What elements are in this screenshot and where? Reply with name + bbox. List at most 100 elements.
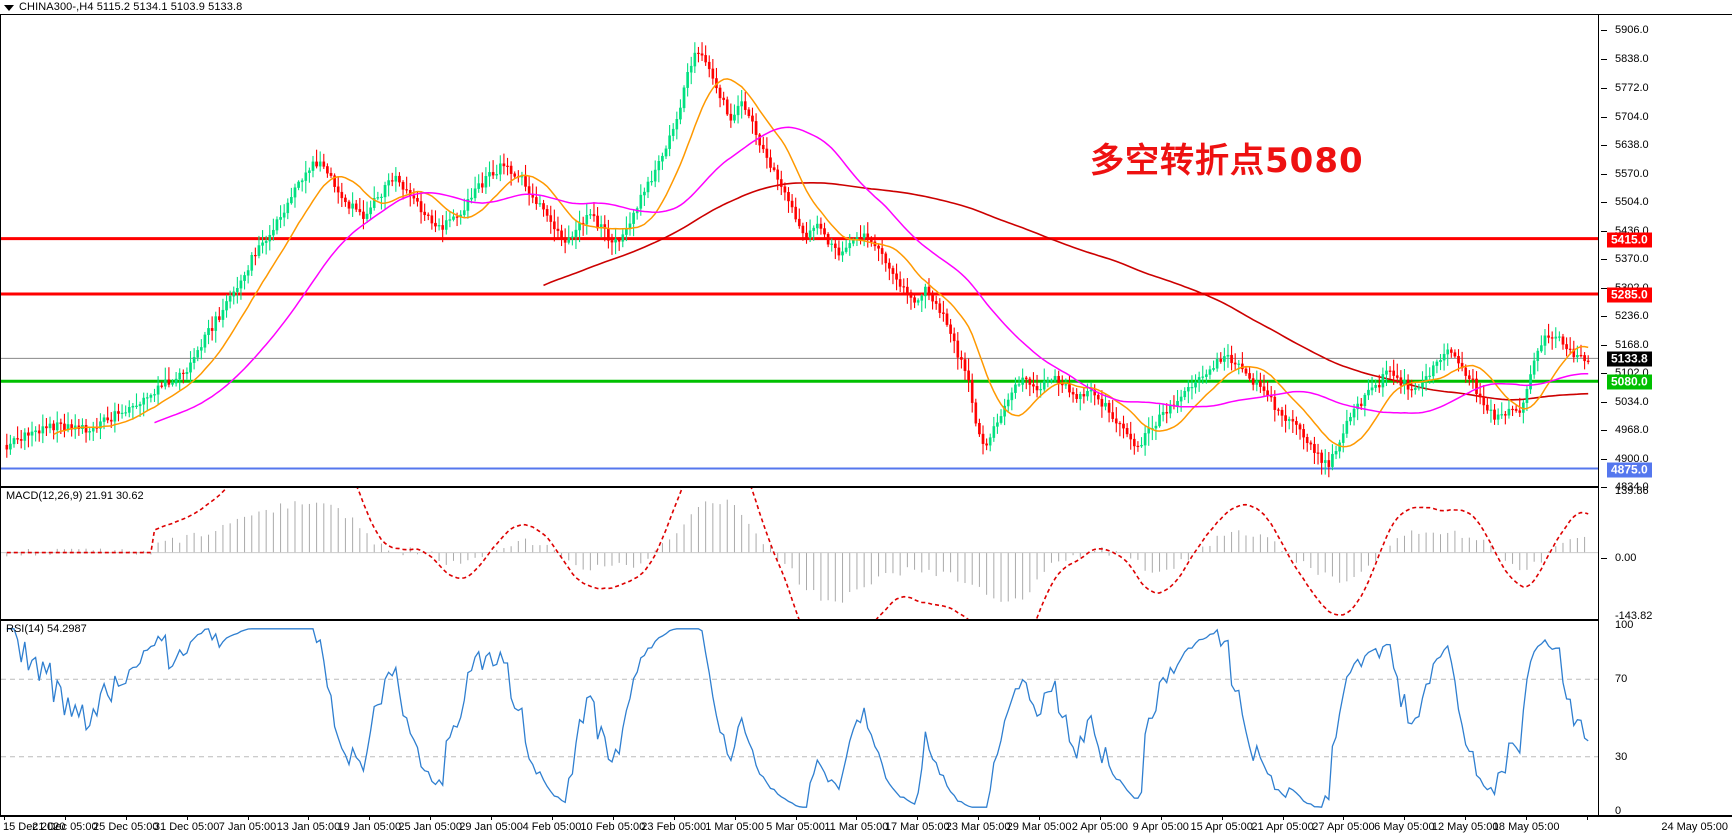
time-axis-tick [1404, 817, 1406, 820]
time-axis-tick [612, 817, 614, 820]
price-axis-tick [1601, 87, 1607, 89]
price-axis-tick [1601, 487, 1607, 488]
time-axis-label: 19 Jan 05:00 [337, 821, 402, 833]
time-axis-label: 15 Dec 2020 [3, 821, 66, 833]
price-axis-label: 5504.0 [1615, 195, 1649, 208]
time-axis-label: 24 May 05:00 [1661, 821, 1728, 833]
price-axis-tick [1601, 258, 1607, 260]
time-axis-tick [1282, 817, 1284, 820]
rsi-panel[interactable]: RSI(14) 54.2987 [0, 620, 1599, 816]
time-axis-tick [1343, 817, 1345, 820]
price-axis-tick [1601, 372, 1607, 374]
price-axis-tick [1601, 287, 1607, 289]
time-axis-tick [734, 817, 736, 820]
price-axis-tick [1601, 230, 1607, 232]
chart-annotation-text: 多空转折点5080 [1090, 141, 1364, 181]
time-axis-label: 5 Mar 05:00 [766, 821, 825, 833]
price-axis-tick [1601, 144, 1607, 146]
price-axis-tick [1601, 116, 1607, 118]
time-axis-label: 29 Jan 05:00 [459, 821, 523, 833]
time-axis-tick [795, 817, 797, 820]
price-chart-panel[interactable] [0, 14, 1599, 487]
time-axis-label: 27 Apr 05:00 [1312, 821, 1375, 833]
price-axis-label: 5906.0 [1615, 24, 1649, 37]
price-plot [1, 15, 1598, 486]
time-axis-tick [1587, 817, 1588, 820]
rsi-caption: RSI(14) 54.2987 [6, 623, 87, 635]
macd-caption: MACD(12,26,9) 21.91 30.62 [6, 490, 144, 502]
time-axis-tick [856, 817, 858, 820]
time-axis-label: 12 May 05:00 [1431, 821, 1499, 833]
time-axis-label: 25 Dec 05:00 [93, 821, 159, 833]
time-axis-label: 23 Mar 05:00 [945, 821, 1011, 833]
time-axis-label: 21 Apr 05:00 [1251, 821, 1314, 833]
price-axis-tick [1601, 59, 1607, 61]
price-axis-label: 5638.0 [1615, 138, 1649, 151]
time-axis-label: 29 Mar 05:00 [1006, 821, 1072, 833]
time-axis-tick [186, 817, 188, 820]
price-axis-label: 5168.0 [1615, 338, 1649, 351]
time-axis-label: 10 Feb 05:00 [580, 821, 646, 833]
price-tag-resistance-5285[interactable]: 5285.0 [1607, 287, 1652, 303]
time-axis-label: 21 Dec 05:00 [32, 821, 98, 833]
price-axis-label: 5838.0 [1615, 53, 1649, 66]
time-axis-tick [978, 817, 980, 820]
time-axis-tick [1039, 817, 1041, 820]
time-axis-label: 4 Feb 05:00 [522, 821, 582, 833]
price-axis-tick [1601, 344, 1607, 346]
price-axis-label: 4968.0 [1615, 423, 1649, 436]
time-axis-label: 31 Dec 05:00 [153, 821, 220, 833]
time-axis-tick [64, 817, 66, 820]
rsi-axis-label: 0 [1615, 805, 1622, 817]
rsi-plot [1, 621, 1598, 815]
rsi-axis-label: 100 [1615, 619, 1634, 631]
price-axis-label: 5704.0 [1615, 110, 1649, 123]
time-axis-tick [551, 817, 553, 820]
time-axis-label: 11 Mar 05:00 [824, 821, 889, 833]
time-axis-tick [491, 817, 493, 820]
time-axis-tick [1221, 817, 1223, 820]
price-axis-label: 5034.0 [1615, 395, 1649, 408]
price-axis-tick [1601, 429, 1607, 431]
price-axis-label: 4900.0 [1615, 452, 1649, 465]
rsi-axis-label: 70 [1615, 673, 1628, 686]
price-axis-tick [1601, 30, 1607, 32]
time-axis-label: 17 Mar 05:00 [884, 821, 950, 833]
price-tag-resistance-5415[interactable]: 5415.0 [1607, 232, 1652, 248]
time-axis-tick [308, 817, 310, 820]
price-axis-label: 5570.0 [1615, 167, 1649, 180]
price-tag-pivot-5080[interactable]: 5080.0 [1607, 374, 1652, 390]
price-axis-label: 5772.0 [1615, 81, 1649, 94]
time-axis-tick [1465, 817, 1467, 820]
price-axis-label: 5370.0 [1615, 252, 1649, 265]
time-axis-label: 9 Apr 05:00 [1132, 821, 1189, 833]
macd-axis-tick [1601, 558, 1607, 559]
price-axis-tick [1601, 458, 1607, 460]
time-axis-label: 15 Apr 05:00 [1190, 821, 1253, 833]
macd-axis-label: -143.82 [1615, 610, 1653, 622]
price-axis-tick [1601, 315, 1607, 317]
time-axis-tick [1099, 817, 1101, 820]
time-axis-tick [917, 817, 919, 820]
price-tag-last-price[interactable]: 5133.8 [1607, 351, 1652, 367]
time-axis-label: 2 Apr 05:00 [1071, 821, 1129, 833]
time-axis-tick [247, 817, 249, 820]
triangle-down-icon[interactable] [4, 4, 14, 11]
time-axis-tick [1526, 817, 1528, 820]
time-axis-label: 1 Mar 05:00 [705, 821, 764, 833]
macd-plot [1, 488, 1598, 619]
price-tag-support-4875[interactable]: 4875.0 [1607, 462, 1652, 478]
time-axis-tick [1160, 817, 1162, 820]
time-axis-tick [369, 817, 371, 820]
macd-axis-label: 0.00 [1615, 552, 1637, 564]
time-axis[interactable]: 15 Dec 2020 21 Dec 05:00 25 Dec 05:00 31 De… [0, 816, 1732, 837]
time-axis-tick [4, 817, 5, 820]
time-axis-label: 6 May 05:00 [1374, 821, 1435, 833]
time-axis-tick [125, 817, 127, 820]
macd-panel[interactable]: MACD(12,26,9) 21.91 30.62 [0, 487, 1599, 620]
price-axis-label: 4834.0 [1615, 481, 1649, 493]
price-axis[interactable]: 5906.0 5838.0 5772.0 5704.0 5638.0 5570.0 5504… [1599, 14, 1732, 817]
macd-axis-label: 139.86 [1615, 485, 1649, 497]
price-axis-tick [1601, 401, 1607, 403]
